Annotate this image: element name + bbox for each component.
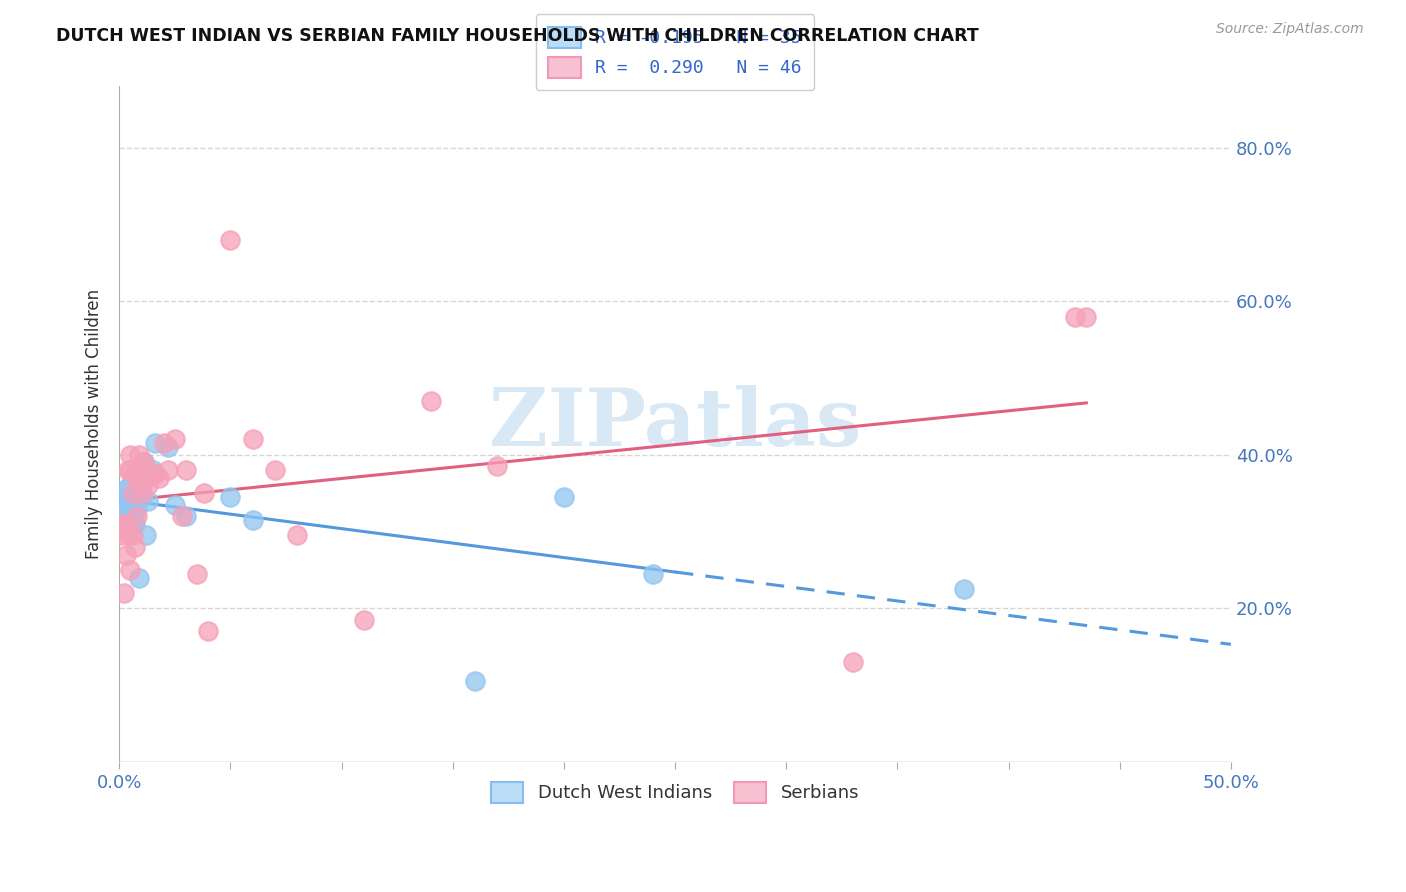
Point: [132, 455, 155, 469]
Point: [197, 624, 219, 639]
Point: [353, 613, 375, 627]
Point: [112, 586, 135, 600]
Point: [163, 498, 186, 512]
Point: [163, 433, 186, 447]
Point: [419, 394, 441, 409]
Point: [124, 540, 146, 554]
Point: [142, 467, 165, 481]
Point: [121, 501, 143, 516]
Point: [128, 486, 150, 500]
Point: [264, 463, 287, 477]
Point: [132, 455, 155, 469]
Point: [842, 655, 865, 669]
Point: [112, 501, 135, 516]
Point: [953, 582, 976, 596]
Point: [193, 486, 215, 500]
Point: [124, 490, 146, 504]
Point: [553, 490, 575, 504]
Point: [125, 509, 148, 524]
Point: [131, 490, 153, 504]
Point: [1064, 310, 1087, 324]
Point: [112, 513, 135, 527]
Point: [125, 467, 148, 481]
Point: [110, 528, 132, 542]
Point: [131, 471, 153, 485]
Point: [125, 471, 148, 485]
Point: [121, 516, 143, 531]
Text: ZIPatlas: ZIPatlas: [489, 385, 862, 463]
Point: [131, 478, 153, 492]
Point: [186, 566, 208, 581]
Point: [152, 436, 174, 450]
Point: [131, 486, 153, 500]
Point: [148, 471, 170, 485]
Point: [112, 521, 135, 535]
Point: [120, 563, 142, 577]
Point: [641, 566, 664, 581]
Point: [219, 233, 242, 247]
Point: [124, 505, 146, 519]
Point: [120, 463, 142, 477]
Point: [128, 448, 150, 462]
Point: [115, 516, 138, 531]
Point: [128, 570, 150, 584]
Point: [135, 528, 157, 542]
Point: [128, 467, 150, 481]
Point: [117, 498, 139, 512]
Point: [117, 463, 139, 477]
Point: [242, 433, 264, 447]
Point: [143, 467, 166, 481]
Point: [464, 674, 486, 689]
Point: [486, 459, 509, 474]
Point: [124, 467, 146, 481]
Point: [285, 528, 308, 542]
Point: [110, 516, 132, 531]
Point: [120, 490, 142, 504]
Point: [121, 493, 143, 508]
Legend: Dutch West Indians, Serbians: Dutch West Indians, Serbians: [479, 771, 870, 814]
Point: [136, 493, 159, 508]
Point: [120, 448, 142, 462]
Point: [115, 483, 138, 497]
Point: [115, 548, 138, 562]
Point: [1076, 310, 1098, 324]
Point: [124, 516, 146, 531]
Text: Source: ZipAtlas.com: Source: ZipAtlas.com: [1216, 22, 1364, 37]
Point: [139, 467, 162, 481]
Point: [110, 521, 132, 535]
Point: [121, 528, 143, 542]
Y-axis label: Family Households with Children: Family Households with Children: [86, 289, 103, 559]
Point: [117, 528, 139, 542]
Point: [157, 440, 180, 454]
Text: DUTCH WEST INDIAN VS SERBIAN FAMILY HOUSEHOLDS WITH CHILDREN CORRELATION CHART: DUTCH WEST INDIAN VS SERBIAN FAMILY HOUS…: [56, 27, 979, 45]
Point: [142, 463, 165, 477]
Point: [170, 509, 193, 524]
Point: [242, 513, 264, 527]
Point: [115, 490, 138, 504]
Point: [174, 463, 197, 477]
Point: [157, 463, 180, 477]
Point: [125, 501, 148, 516]
Point: [136, 478, 159, 492]
Point: [174, 509, 197, 524]
Point: [219, 490, 242, 504]
Point: [135, 463, 157, 477]
Point: [120, 478, 142, 492]
Point: [117, 505, 139, 519]
Point: [143, 436, 166, 450]
Point: [121, 486, 143, 500]
